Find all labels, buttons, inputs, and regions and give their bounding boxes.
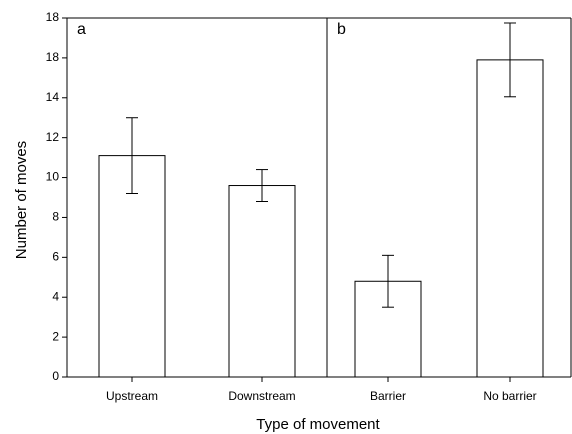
y-tick-label: 8 (52, 210, 59, 224)
y-tick-label: 4 (52, 289, 59, 303)
bar (228, 185, 296, 378)
x-tick-label: Barrier (370, 389, 406, 403)
y-tick-label: 10 (46, 170, 60, 184)
y-axis-label: Number of moves (13, 141, 30, 259)
y-tick-label: 0 (52, 369, 59, 383)
y-tick-label: 2 (52, 329, 59, 343)
y-tick-label: 18 (46, 10, 60, 24)
x-tick-label: Downstream (228, 389, 295, 403)
y-tick-label: 12 (46, 130, 60, 144)
panel-label: a (77, 21, 86, 38)
bar (476, 59, 544, 378)
y-tick-label: 6 (52, 250, 59, 264)
x-tick-label: No barrier (483, 389, 536, 403)
x-axis-label: Type of movement (256, 416, 380, 433)
x-tick-label: Upstream (106, 389, 158, 403)
y-tick-label: 14 (46, 90, 60, 104)
y-tick-label: 18 (46, 50, 60, 64)
panel-label: b (337, 21, 346, 38)
